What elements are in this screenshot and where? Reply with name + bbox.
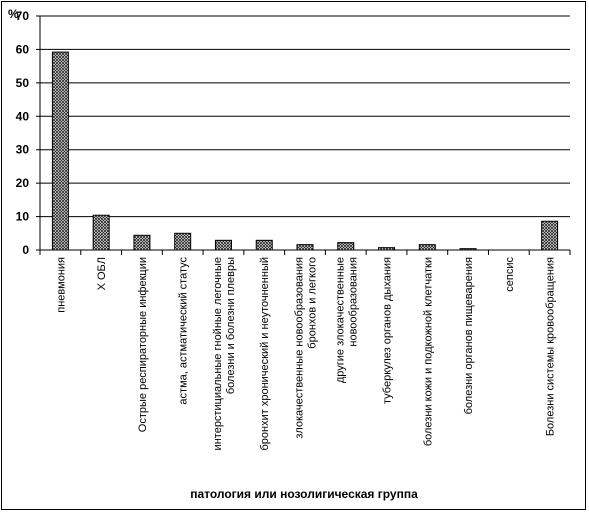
bar <box>92 214 110 251</box>
x-tick-label: сепсис <box>504 257 516 292</box>
y-tick-label: 0 <box>22 243 29 257</box>
grid-lines <box>40 15 570 218</box>
x-tick-label: туберкулез органов дыхания <box>382 257 394 404</box>
y-tick-label: 50 <box>16 76 30 90</box>
y-axis-label: % <box>8 7 19 21</box>
y-tick-labels: 0 10 20 30 40 50 60 70 <box>16 9 30 257</box>
bar <box>541 220 559 251</box>
y-tick-label: 10 <box>16 210 30 224</box>
x-axis-label: патология или нозолигическая группа <box>190 487 418 501</box>
x-tick-label: болезни органов пищеварения <box>463 257 475 414</box>
y-tick-label: 70 <box>16 9 30 23</box>
bar <box>255 239 273 251</box>
y-tick-label: 40 <box>16 109 30 123</box>
axes <box>36 15 571 255</box>
x-tick-labels: пневмония Х ОБЛ Острые респираторные инфек… <box>55 257 556 451</box>
bar <box>337 242 355 251</box>
x-tick-label: болезни кожи и подкожной клетчатки <box>422 257 434 446</box>
x-tick-label: новообразования <box>347 257 359 347</box>
y-tick-label: 60 <box>16 42 30 56</box>
bar <box>214 239 232 251</box>
x-tick-label: злокачественные новообразования <box>294 257 306 439</box>
x-tick-label: Острые респираторные инфекции <box>137 257 149 432</box>
bar <box>133 234 151 251</box>
bar <box>174 232 192 251</box>
x-tick-label: бронхов и легкого <box>307 257 319 349</box>
x-tick-label: Болезни системы кровообращения <box>545 257 557 436</box>
y-tick-label: 20 <box>16 176 30 190</box>
bars <box>51 51 559 251</box>
x-tick-label: болезни и болезни плевры <box>225 257 237 394</box>
x-tick-label: бронхит хронический и неуточненный <box>259 257 271 451</box>
y-tick-label: 30 <box>16 143 30 157</box>
x-tick-label: пневмония <box>55 257 67 313</box>
bar <box>418 244 436 251</box>
x-tick-label: интерстициальные гнойные легочные <box>212 257 224 450</box>
x-tick-label: астма, астматический статус <box>178 257 190 405</box>
bar <box>51 51 69 251</box>
bar <box>296 244 314 251</box>
x-tick-label: Х ОБЛ <box>96 257 108 290</box>
x-tick-label: другие злокачественные <box>334 257 346 383</box>
